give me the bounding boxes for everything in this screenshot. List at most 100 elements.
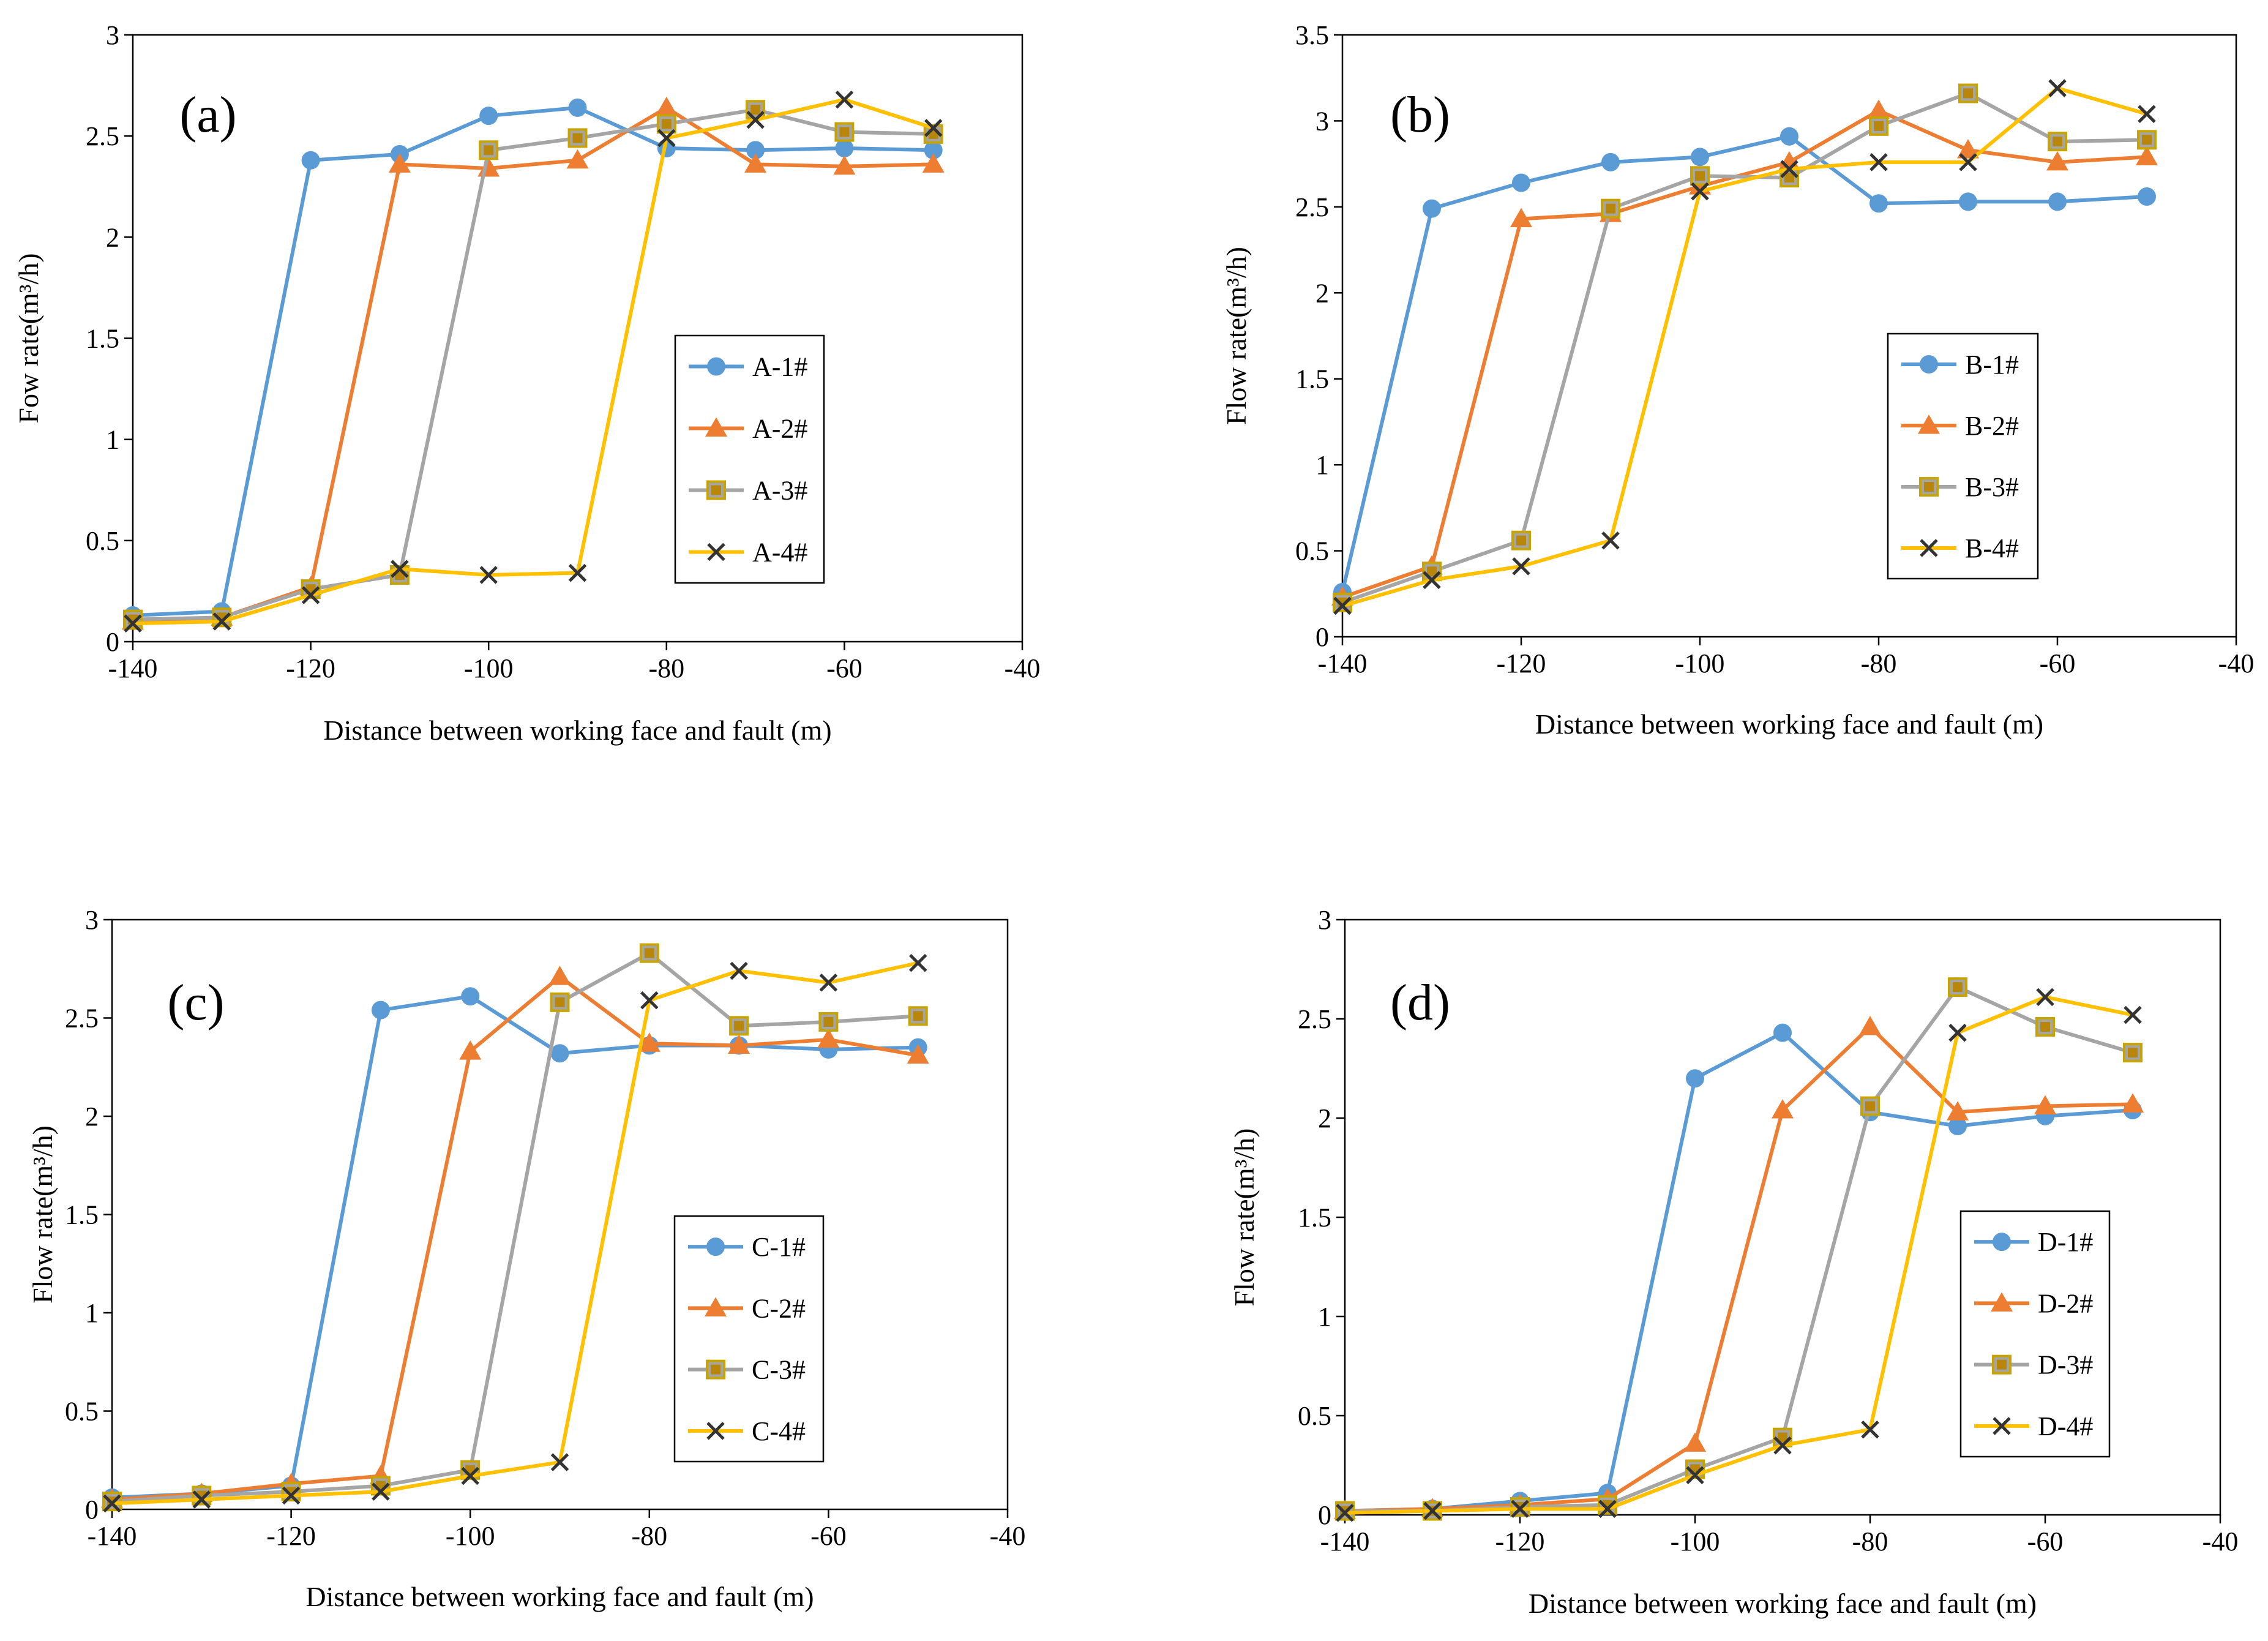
- data-point: [1686, 1466, 1704, 1484]
- data-point: [1957, 139, 1979, 159]
- data-point: [550, 1453, 569, 1471]
- data-point: [550, 1044, 569, 1063]
- data-point-stroke-b: [479, 566, 498, 584]
- data-point-stroke-b: [1423, 1501, 1442, 1520]
- data-point-stroke-b: [835, 90, 854, 109]
- data-point: [729, 1016, 749, 1036]
- data-point-inner: [1784, 173, 1794, 183]
- data-point-stroke-b: [1512, 557, 1530, 576]
- legend-swatch-marker: [1991, 1292, 2013, 1312]
- data-point: [1773, 1023, 1792, 1042]
- data-point-inner: [750, 105, 761, 115]
- data-point-stroke-b: [908, 953, 927, 972]
- data-point-stroke-b: [1601, 531, 1620, 550]
- data-point: [1423, 1501, 1442, 1520]
- data-point-stroke-b: [550, 1453, 569, 1471]
- legend-entry-label: C-2#: [752, 1293, 806, 1323]
- y-tick-label: 0.5: [1295, 536, 1329, 566]
- data-point: [817, 1028, 840, 1048]
- data-point-inner: [823, 1016, 834, 1027]
- data-point-inner: [2128, 1048, 2138, 1058]
- legend-swatch-marker-inner: [711, 485, 721, 495]
- x-axis-title: Distance between working face and fault …: [323, 715, 831, 746]
- y-tick-label: 3: [1316, 106, 1329, 136]
- y-tick-label: 1.5: [65, 1200, 99, 1230]
- y-tick-label: 2.5: [86, 121, 119, 151]
- data-point-stroke-b: [372, 1482, 390, 1501]
- data-point: [459, 1040, 482, 1060]
- y-tick-label: 2: [106, 222, 119, 252]
- y-tick-label: 2.5: [1298, 1004, 1331, 1034]
- legend-entry-label: D-1#: [2038, 1227, 2093, 1257]
- x-tick-label: -60: [810, 1521, 847, 1551]
- data-point: [391, 560, 409, 578]
- data-point: [907, 1044, 929, 1064]
- data-point-stroke-b: [391, 560, 409, 578]
- x-tick-label: -120: [266, 1521, 316, 1551]
- data-point: [124, 614, 142, 633]
- data-point-stroke-b: [924, 119, 943, 137]
- x-tick-label: -140: [108, 653, 158, 683]
- series-line: [1342, 91, 2147, 604]
- x-tick-label: -100: [446, 1521, 495, 1551]
- data-point-stroke-b: [2138, 105, 2156, 123]
- series-line: [111, 975, 919, 1501]
- data-point-inner: [1427, 566, 1437, 577]
- data-point: [192, 1490, 211, 1509]
- data-point-stroke-b: [1780, 160, 1798, 178]
- data-point: [640, 991, 659, 1010]
- legend-entry-label: B-2#: [1965, 411, 2019, 441]
- series-line: [1342, 86, 2147, 608]
- legend-box: [673, 1215, 825, 1463]
- panel-label: (b): [1390, 86, 1450, 143]
- data-point: [835, 90, 854, 109]
- data-point: [1948, 1116, 1967, 1135]
- y-tick-label: 1.5: [86, 324, 119, 354]
- data-point-stroke-b: [124, 614, 142, 633]
- data-point: [2124, 1005, 2142, 1024]
- data-point-inner: [1874, 121, 1884, 131]
- data-point: [1336, 1503, 1354, 1522]
- data-point: [282, 1486, 301, 1505]
- y-tick-label: 2: [1316, 278, 1329, 308]
- data-point: [566, 149, 589, 169]
- data-point: [1959, 192, 1977, 211]
- data-point-stroke-b: [657, 129, 676, 148]
- legend-swatch-marker: [706, 1422, 725, 1440]
- data-point-stroke-b: [1691, 182, 1709, 201]
- y-tick-label: 0: [85, 1495, 99, 1525]
- data-point-stroke-b: [1773, 1436, 1792, 1455]
- data-point: [657, 129, 676, 148]
- y-tick-label: 2.5: [1295, 192, 1329, 222]
- data-point: [908, 953, 927, 972]
- series-line: [132, 108, 934, 621]
- x-tick-label: -60: [2040, 648, 2076, 678]
- data-point: [301, 586, 320, 604]
- data-point: [479, 107, 498, 126]
- data-point: [730, 961, 748, 980]
- y-tick-label: 0: [106, 627, 119, 657]
- data-point-stroke-b: [103, 1494, 121, 1513]
- legend-entry-label: B-1#: [1965, 350, 2019, 380]
- legend-swatch-marker: [705, 1297, 727, 1316]
- plot-frame: [132, 34, 1024, 643]
- x-tick-label: -60: [826, 653, 863, 683]
- data-point: [1691, 182, 1709, 201]
- data-point-inner: [484, 145, 494, 156]
- series-A-4#: [124, 90, 943, 633]
- data-point-inner: [661, 119, 672, 129]
- series-line: [111, 951, 918, 1504]
- legend-swatch-marker-stroke-b: [707, 543, 725, 561]
- x-tick-label: -100: [1671, 1526, 1720, 1557]
- legend-swatch-marker: [1919, 477, 1939, 497]
- data-point-stroke-b: [1511, 1500, 1529, 1519]
- data-point: [746, 110, 765, 129]
- data-point: [1511, 1500, 1529, 1519]
- plot-frame: [1341, 34, 2237, 638]
- data-point: [548, 966, 571, 985]
- x-tick-label: -140: [88, 1521, 137, 1551]
- x-axis-title: Distance between working face and fault …: [305, 1581, 814, 1612]
- data-point-stroke-b: [1686, 1466, 1704, 1484]
- data-point: [372, 1482, 390, 1501]
- data-point-inner: [1695, 171, 1705, 181]
